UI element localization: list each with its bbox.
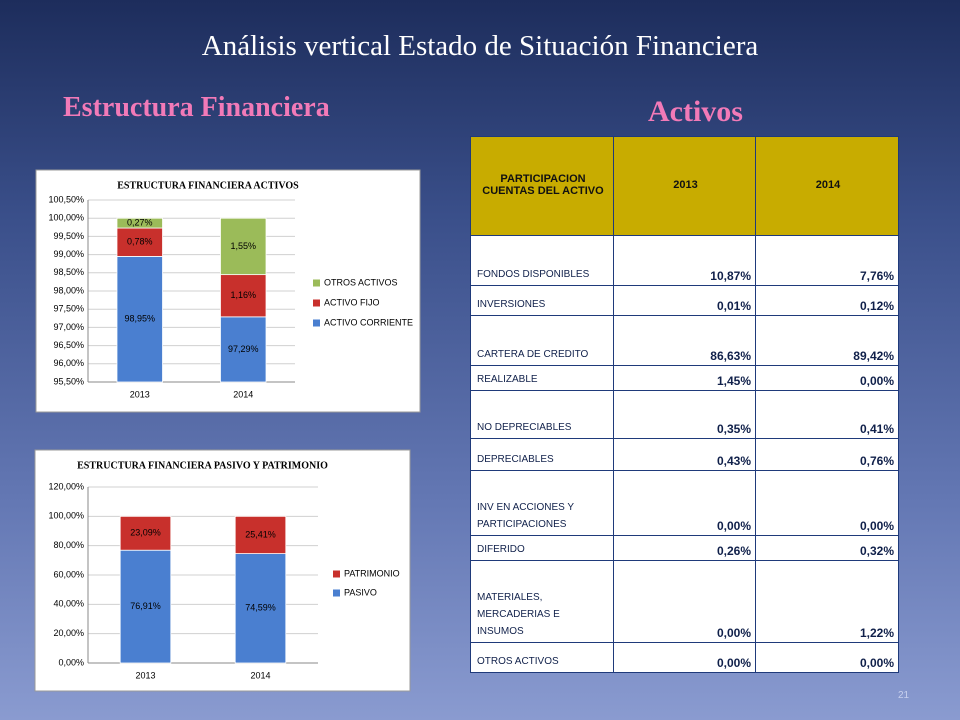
y-tick-label: 98,00%	[53, 285, 84, 295]
legend-label: ACTIVO CORRIENTE	[324, 317, 413, 327]
bar-segment	[234, 515, 287, 555]
data-label: 25,41%	[245, 529, 276, 539]
y-tick-label: 120,00%	[48, 481, 84, 491]
data-label: 0,27%	[127, 217, 153, 227]
data-label: 97,29%	[228, 344, 259, 354]
y-tick-label: 95,50%	[53, 376, 84, 386]
y-tick-label: 96,50%	[53, 340, 84, 350]
y-tick-label: 97,50%	[53, 304, 84, 314]
table-cell: 0,00%	[613, 642, 756, 673]
chart-box	[34, 449, 411, 692]
y-tick-label: 20,00%	[53, 628, 84, 638]
table-cell: MATERIALES, MERCADERIAS E INSUMOS	[470, 560, 614, 643]
table-cell: OTROS ACTIVOS	[470, 642, 614, 673]
bar-segment	[119, 549, 172, 664]
chart-title: ESTRUCTURA FINANCIERA ACTIVOS	[117, 180, 299, 191]
data-label: 74,59%	[245, 603, 276, 613]
bar-segment	[119, 515, 172, 551]
y-tick-label: 80,00%	[53, 540, 84, 550]
bar-segment	[234, 553, 287, 664]
y-tick-label: 96,00%	[53, 358, 84, 368]
table-cell: DIFERIDO	[470, 535, 614, 561]
table-cell: 2014	[755, 136, 899, 236]
table-cell: 0,00%	[755, 470, 899, 536]
bar-segment	[116, 256, 163, 383]
slide-title: Análisis vertical Estado de Situación Fi…	[201, 30, 759, 62]
y-tick-label: 100,50%	[48, 194, 84, 204]
table-cell: CARTERA DE CREDITO	[470, 315, 614, 366]
y-tick-label: 97,00%	[53, 322, 84, 332]
y-tick-label: 100,00%	[48, 213, 84, 223]
bar-segment	[116, 217, 163, 229]
data-label: 1,55%	[230, 241, 256, 251]
subtitle: Estructura Financiera	[63, 92, 330, 123]
subtitle: Activos	[648, 95, 743, 128]
table-cell: 0,00%	[755, 642, 899, 673]
table-cell: 0,41%	[755, 390, 899, 439]
data-label: 23,09%	[130, 528, 161, 538]
data-label: 76,91%	[130, 601, 161, 611]
table-cell: PARTICIPACION CUENTAS DEL ACTIVO	[470, 136, 614, 236]
legend-swatch	[313, 299, 320, 307]
table-cell: DEPRECIABLES	[470, 438, 614, 471]
x-tick-label: 2013	[130, 389, 150, 399]
table-cell: 2013	[613, 136, 756, 236]
page-number: 21	[898, 690, 910, 701]
table-cell: 0,00%	[613, 560, 756, 643]
x-tick-label: 2014	[250, 670, 270, 680]
x-tick-label: 2014	[233, 389, 253, 399]
bar-segment	[220, 217, 267, 276]
data-label: 1,16%	[230, 290, 256, 300]
y-tick-label: 99,00%	[53, 249, 84, 259]
chart-title: ESTRUCTURA FINANCIERA PASIVO Y PATRIMONI…	[77, 460, 328, 471]
x-tick-label: 2013	[135, 670, 155, 680]
table-cell: 0,43%	[613, 438, 756, 471]
table-cell: 86,63%	[613, 315, 756, 366]
legend-swatch	[313, 279, 320, 287]
legend-label: PATRIMONIO	[344, 568, 400, 578]
legend-label: OTROS ACTIVOS	[324, 277, 398, 287]
legend-swatch	[313, 319, 320, 327]
y-tick-label: 99,50%	[53, 231, 84, 241]
y-tick-label: 100,00%	[48, 511, 84, 521]
data-label: 0,78%	[127, 237, 153, 247]
y-tick-label: 0,00%	[58, 657, 84, 667]
table-cell: 7,76%	[755, 235, 899, 286]
y-tick-label: 40,00%	[53, 599, 84, 609]
data-label: 98,95%	[124, 314, 155, 324]
bar-segment	[116, 227, 163, 257]
y-tick-label: 98,50%	[53, 267, 84, 277]
bar-segment	[220, 316, 267, 383]
table-cell: 0,01%	[613, 285, 756, 316]
table-cell: FONDOS DISPONIBLES	[470, 235, 614, 286]
legend-label: ACTIVO FIJO	[324, 297, 380, 307]
table-cell: NO DEPRECIABLES	[470, 390, 614, 439]
table-cell: 10,87%	[613, 235, 756, 286]
y-tick-label: 60,00%	[53, 569, 84, 579]
legend-swatch	[333, 589, 340, 597]
legend-swatch	[333, 570, 340, 578]
legend-label: PASIVO	[344, 587, 377, 597]
table-cell: 0,32%	[755, 535, 899, 561]
